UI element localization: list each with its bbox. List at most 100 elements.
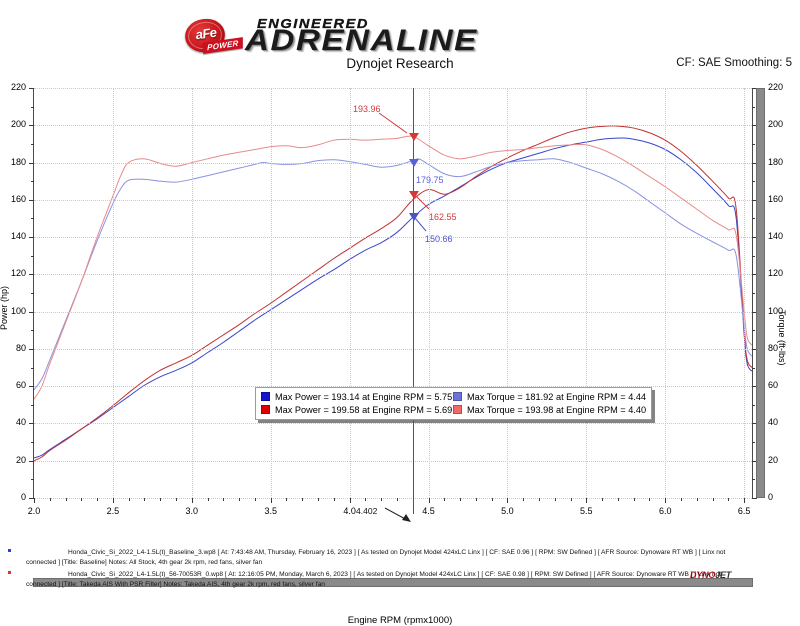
chart-footer: Honda_Civic_Si_2022_L4-1.5L(t)_Baseline_… (0, 548, 800, 600)
y-tick-left-minor (31, 404, 34, 406)
gridline-vertical (586, 88, 588, 498)
y-tick-right-minor (752, 106, 755, 108)
y-tick-left-minor (31, 106, 34, 108)
vertical-scrollbar[interactable] (756, 88, 765, 498)
x-tick-minor (728, 498, 730, 501)
x-tick-minor (381, 498, 383, 501)
x-tick-minor (333, 498, 335, 501)
x-tick-minor (128, 498, 130, 501)
y-tick-left (29, 199, 34, 201)
cursor-annotation-takeda-ais-power: 162.55 (429, 212, 457, 223)
y-tick-right (752, 386, 757, 388)
y-tick-label-right: 0 (768, 492, 774, 502)
y-tick-left-minor (31, 442, 34, 444)
x-tick-minor (586, 498, 588, 501)
gridline-horizontal (34, 125, 752, 127)
x-tick-minor (696, 498, 698, 501)
gridline-horizontal (34, 237, 752, 239)
x-tick-minor (365, 498, 367, 501)
chart-legend: Max Power = 193.14 at Engine RPM = 5.75 … (255, 387, 653, 420)
y-tick-right-minor (752, 479, 755, 481)
y-tick-right (752, 460, 757, 462)
y-tick-left-minor (31, 143, 34, 145)
x-tick-minor (160, 498, 162, 501)
x-tick-minor (554, 498, 556, 501)
y-tick-left-minor (31, 479, 34, 481)
y-tick-label-right: 160 (768, 193, 784, 204)
x-tick-minor (396, 498, 398, 501)
series-line-baseline-torque (34, 158, 752, 391)
gridline-vertical (428, 88, 430, 498)
afe-brand-block: aFe POWER ENGINEERED ADRENALINE (182, 10, 563, 56)
x-tick-label: 6.0 (658, 506, 672, 516)
y-tick-left (29, 311, 34, 313)
y-tick-right (752, 88, 757, 89)
y-tick-left (29, 125, 34, 127)
y-tick-label-left: 40 (15, 417, 26, 428)
footer-entry-baseline: Honda_Civic_Si_2022_L4-1.5L(t)_Baseline_… (0, 548, 800, 567)
y-tick-left-minor (31, 367, 34, 369)
horizontal-scrollbar[interactable] (33, 578, 753, 587)
dynojet-watermark-red: DYNO (690, 570, 716, 580)
y-tick-label-right: 20 (768, 454, 779, 465)
x-tick (270, 498, 272, 503)
gridline-horizontal (34, 423, 752, 425)
legend-power-red: Max Power = 199.58 at Engine RPM = 5.69 (261, 405, 453, 415)
footer-takeda-line2: connected ] [Title: Takeda AIS With PSR … (26, 580, 325, 588)
y-tick-right-minor (752, 255, 755, 257)
footer-bullet-blue-icon (8, 549, 11, 552)
x-tick (428, 498, 430, 503)
legend-row: Max Power = 199.58 at Engine RPM = 5.69 … (261, 403, 646, 416)
y-tick-label-right: 60 (768, 380, 779, 391)
gridline-vertical (349, 88, 351, 498)
x-tick-minor (680, 498, 682, 501)
annotation-leader-line (414, 217, 427, 232)
x-tick-minor (602, 498, 604, 501)
legend-swatch-torque-red (453, 405, 462, 414)
gridline-vertical (191, 88, 193, 498)
cursor-marker-takeda-ais-power (409, 191, 420, 200)
y-tick-right (752, 498, 757, 499)
y-tick-label-right: 100 (768, 305, 784, 316)
gridline-vertical (665, 88, 667, 498)
y-tick-label-right: 140 (768, 231, 784, 242)
gridline-horizontal (34, 348, 752, 350)
y-tick-right (752, 237, 757, 239)
y-tick-label-left: 20 (15, 454, 26, 465)
legend-power-blue: Max Power = 193.14 at Engine RPM = 5.75 (261, 392, 453, 402)
legend-swatch-power-blue (261, 392, 270, 401)
x-tick-minor (49, 498, 51, 501)
x-tick-label: 4.5 (422, 506, 435, 516)
series-line-takeda-ais-torque (34, 135, 752, 400)
cursor-line[interactable] (413, 88, 415, 514)
x-tick-minor (523, 498, 525, 501)
x-tick-label: 3.0 (185, 506, 199, 516)
y-tick-label-left: 160 (10, 193, 26, 204)
engineered-wordmark: ENGINEERED (257, 16, 369, 31)
x-tick-minor (712, 498, 714, 501)
cursor-annotation-baseline-power: 150.66 (425, 234, 453, 245)
y-tick-right-minor (752, 293, 755, 294)
y-tick-right-minor (752, 218, 755, 220)
x-tick-minor (570, 498, 572, 501)
x-axis-title: Engine RPM (rpmx1000) (347, 615, 453, 626)
cursor-marker-baseline-torque (409, 159, 420, 167)
y-tick-left (29, 88, 34, 89)
y-axis-right-title: Torque (ft-lbs) (777, 310, 787, 366)
y-tick-right-minor (752, 367, 755, 369)
cursor-marker-takeda-ais-torque (409, 132, 420, 141)
x-tick-minor (81, 498, 83, 501)
dynojet-watermark: DYNOJET (690, 570, 731, 580)
legend-label-power-red: Max Power = 199.58 at Engine RPM = 5.69 (275, 404, 453, 415)
x-tick-minor (617, 498, 619, 501)
x-tick-label: 5.0 (501, 506, 514, 516)
cf-smoothing-note: CF: SAE Smoothing: 5 (676, 57, 792, 69)
x-tick-minor (65, 498, 67, 501)
cursor-value-label: 4.402 (356, 506, 378, 516)
chart-area: Power (hp) Torque (ft-lbs) Engine RPM (r… (0, 80, 800, 626)
legend-label-torque-red: Max Torque = 193.98 at Engine RPM = 4.40 (467, 404, 647, 415)
x-tick-minor (207, 498, 209, 501)
y-tick-label-left: 80 (15, 342, 26, 353)
x-tick-minor (144, 498, 146, 501)
x-tick-minor (302, 498, 304, 501)
